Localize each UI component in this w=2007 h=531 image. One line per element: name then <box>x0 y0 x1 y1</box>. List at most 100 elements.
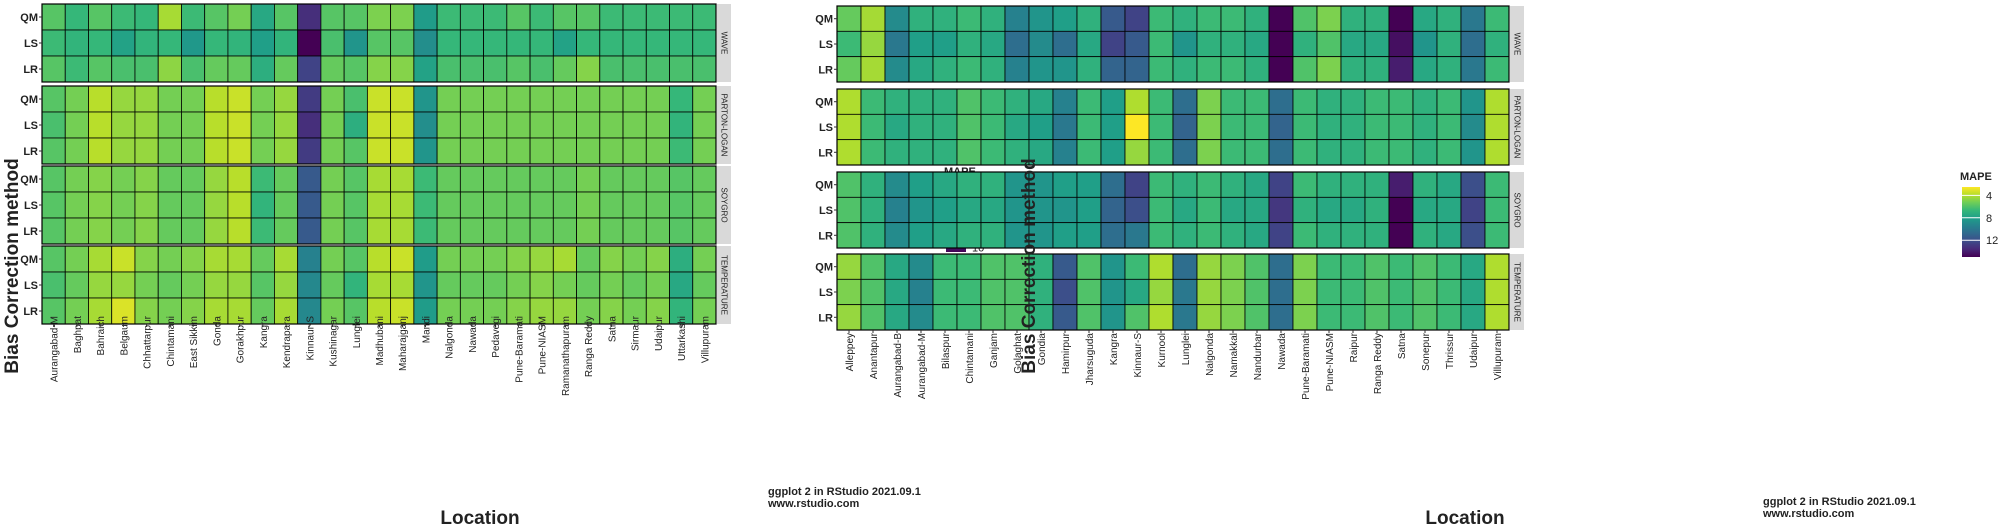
heatmap-cell-parton-logan-qm-18 <box>1268 88 1294 115</box>
row-label-temperature-ls: LS <box>819 287 833 299</box>
heatmap-cell-parton-logan-lr-20 <box>506 137 531 165</box>
heatmap-cell-soygro-qm-13 <box>343 165 368 193</box>
heatmap-cell-soygro-ls-4 <box>932 196 958 224</box>
facet-strip-label-wave: WAVE <box>720 32 729 55</box>
row-label-soygro-qm: QM <box>815 180 833 192</box>
heatmap-cell-wave-ls-8 <box>227 29 252 57</box>
heatmap-cell-parton-logan-lr-3 <box>111 137 136 165</box>
heatmap-cell-parton-logan-ls-11 <box>1100 113 1126 141</box>
heatmap-cell-parton-logan-qm-0 <box>836 88 862 115</box>
heatmap-cell-soygro-lr-27 <box>669 217 694 245</box>
heatmap-cell-soygro-ls-15 <box>1196 196 1222 224</box>
heatmap-cell-temperature-ls-1 <box>860 278 886 306</box>
column-label: Udaipur <box>654 315 665 351</box>
heatmap-cell-temperature-ls-3 <box>908 278 934 306</box>
heatmap-cell-soygro-ls-6 <box>181 191 206 219</box>
heatmap-cell-soygro-ls-6 <box>980 196 1006 224</box>
heatmap-cell-temperature-ls-13 <box>1148 278 1174 306</box>
heatmap-cell-parton-logan-ls-24 <box>1412 113 1438 141</box>
heatmap-cell-temperature-lr-15 <box>1196 304 1222 331</box>
row-label-wave-lr: LR <box>23 64 38 76</box>
heatmap-cell-parton-logan-lr-5 <box>956 139 982 166</box>
column-label: Baghpat <box>73 316 84 353</box>
heatmap-cell-wave-qm-11 <box>1100 5 1126 32</box>
heatmap-cell-wave-lr-27 <box>669 55 694 83</box>
heatmap-cell-temperature-qm-6 <box>980 253 1006 280</box>
heatmap-cell-soygro-ls-16 <box>1220 196 1246 224</box>
heatmap-cell-wave-ls-11 <box>297 29 322 57</box>
heatmap-cell-wave-ls-18 <box>1268 30 1294 58</box>
heatmap-cell-parton-logan-qm-4 <box>932 88 958 115</box>
heatmap-cell-soygro-lr-2 <box>884 222 910 249</box>
left-caption-line1: ggplot 2 in RStudio 2021.09.1 <box>768 486 921 498</box>
left-x-axis-title: Location <box>440 508 519 529</box>
heatmap-cell-temperature-ls-6 <box>980 278 1006 306</box>
heatmap-cell-soygro-ls-25 <box>622 191 647 219</box>
heatmap-cell-wave-qm-19 <box>1292 5 1318 32</box>
heatmap-cell-parton-logan-lr-14 <box>366 137 392 165</box>
left-row-labels: QM LS LR QM LS LR QM LS LR QM LS LR <box>20 12 42 318</box>
heatmap-cell-temperature-qm-25 <box>622 245 647 273</box>
heatmap-cell-soygro-qm-27 <box>669 165 694 193</box>
heatmap-cell-parton-logan-lr-16 <box>413 137 438 165</box>
heatmap-cell-parton-logan-qm-16 <box>1220 88 1246 115</box>
column-label: Thrissur <box>1445 332 1456 369</box>
heatmap-cell-parton-logan-qm-21 <box>1340 88 1366 115</box>
row-label-parton-logan-ls: LS <box>24 120 38 132</box>
heatmap-cell-temperature-lr-4 <box>932 304 958 331</box>
heatmap-cell-temperature-qm-22 <box>1364 253 1390 280</box>
heatmap-cell-parton-logan-lr-20 <box>1316 139 1342 166</box>
heatmap-cell-temperature-ls-1 <box>64 271 89 299</box>
heatmap-cell-parton-logan-qm-1 <box>64 85 89 113</box>
heatmap-cell-soygro-ls-14 <box>366 191 392 219</box>
heatmap-cell-temperature-qm-4 <box>932 253 958 280</box>
heatmap-cell-parton-logan-ls-7 <box>204 111 229 139</box>
heatmap-cell-wave-lr-19 <box>1292 56 1318 83</box>
heatmap-cell-temperature-qm-16 <box>1220 253 1246 280</box>
heatmap-cell-wave-qm-25 <box>1436 5 1462 32</box>
heatmap-cell-soygro-lr-26 <box>645 217 670 245</box>
left-caption-line2: www.rstudio.com <box>767 498 859 510</box>
column-label: Nalgonda <box>1205 333 1216 376</box>
facet-strip-temperature <box>1510 254 1524 330</box>
heatmap-cell-temperature-ls-2 <box>88 271 113 299</box>
heatmap-cell-soygro-ls-0 <box>836 196 862 224</box>
heatmap-cell-wave-lr-11 <box>1100 56 1126 83</box>
heatmap-cell-soygro-lr-15 <box>1196 222 1222 249</box>
heatmap-cell-soygro-qm-20 <box>506 165 531 193</box>
heatmap-cell-soygro-qm-14 <box>366 165 392 193</box>
heatmap-cell-wave-ls-15 <box>1196 30 1222 58</box>
heatmap-cell-wave-qm-17 <box>1244 5 1270 32</box>
heatmap-cell-wave-ls-18 <box>459 29 484 57</box>
heatmap-cell-wave-lr-22 <box>552 55 577 83</box>
heatmap-cell-wave-qm-13 <box>1148 5 1174 32</box>
facet-strip-label-parton-logan: PARTON-LOGAN <box>1513 95 1522 158</box>
heatmap-cell-soygro-qm-8 <box>227 165 252 193</box>
heatmap-cell-temperature-ls-20 <box>506 271 531 299</box>
heatmap-cell-temperature-lr-2 <box>884 304 910 331</box>
heatmap-cell-soygro-ls-12 <box>1124 196 1150 224</box>
heatmap-cell-wave-qm-25 <box>622 3 647 31</box>
heatmap-cell-soygro-qm-23 <box>576 165 601 193</box>
heatmap-cell-wave-qm-16 <box>413 3 438 31</box>
heatmap-cell-parton-logan-lr-27 <box>669 137 694 165</box>
heatmap-cell-wave-lr-19 <box>483 55 508 83</box>
heatmap-cell-parton-logan-lr-7 <box>204 137 229 165</box>
heatmap-cell-parton-logan-ls-12 <box>1124 113 1150 141</box>
heatmap-cell-temperature-qm-8 <box>227 245 252 273</box>
heatmap-cell-wave-qm-8 <box>1028 5 1054 32</box>
heatmap-cell-soygro-ls-10 <box>274 191 299 219</box>
heatmap-cell-temperature-qm-3 <box>111 245 136 273</box>
column-label: Villupuram <box>1493 333 1504 380</box>
heatmap-cell-wave-lr-14 <box>1172 56 1198 83</box>
heatmap-cell-wave-ls-24 <box>1412 30 1438 58</box>
heatmap-cell-temperature-qm-26 <box>645 245 670 273</box>
heatmap-cell-soygro-qm-17 <box>1244 171 1270 198</box>
heatmap-cell-wave-ls-21 <box>1340 30 1366 58</box>
heatmap-cell-wave-ls-1 <box>860 30 886 58</box>
heatmap-cell-wave-qm-9 <box>1052 5 1078 32</box>
heatmap-cell-temperature-ls-15 <box>1196 278 1222 306</box>
heatmap-cell-soygro-qm-11 <box>1100 171 1126 198</box>
column-label: Chintamani <box>965 333 976 384</box>
heatmap-cell-temperature-ls-18 <box>1268 278 1294 306</box>
